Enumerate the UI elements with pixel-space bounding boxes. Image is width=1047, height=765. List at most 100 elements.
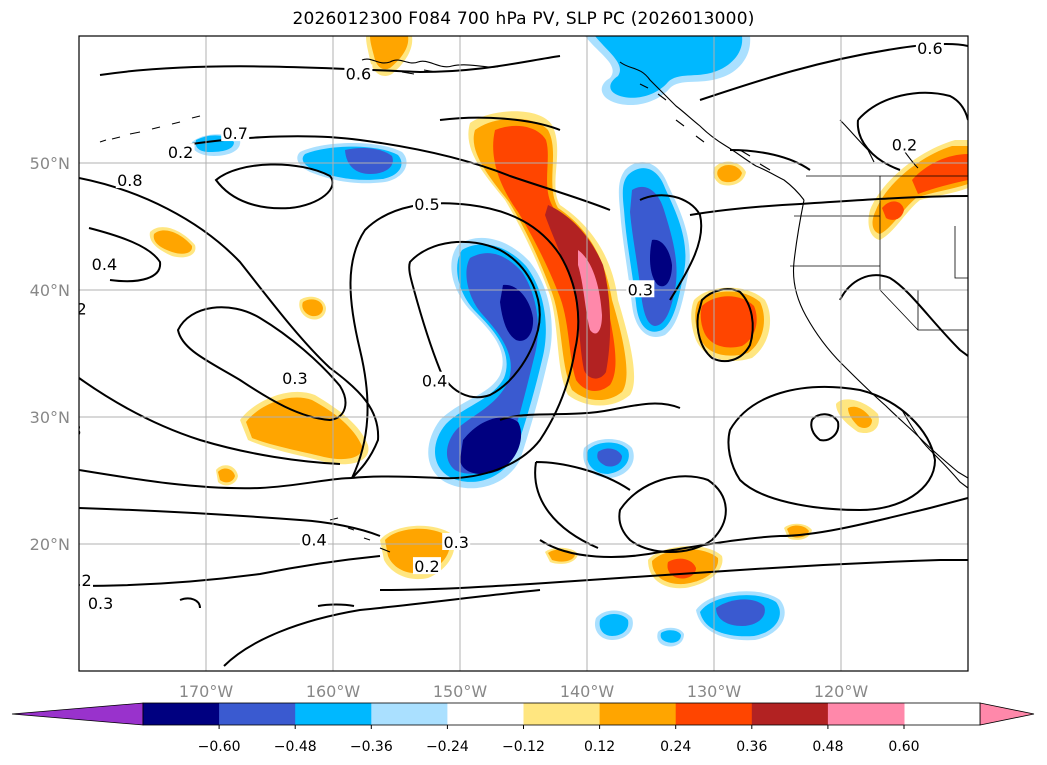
colorbar-swatch: [447, 703, 524, 725]
contour-trough-lines: [349, 202, 580, 480]
latitude-ticks: 20°N 30°N 40°N 50°N: [30, 154, 70, 554]
colorbar-swatch: [675, 703, 753, 725]
contour-label: 0.2: [66, 571, 91, 590]
pv-negative-region: [650, 239, 672, 287]
contour-0.4-a: [79, 177, 380, 479]
colorbar-swatch: [523, 703, 601, 725]
contour-0.2-top: [729, 149, 811, 171]
contour-nw: [856, 91, 968, 171]
colorbar-swatch: [295, 703, 372, 725]
contour-inner-trough: [408, 240, 541, 399]
contour-label: 0.4: [422, 372, 447, 391]
colorbar-tick-label: −0.48: [274, 739, 317, 755]
colorbar-outline: [142, 702, 981, 726]
map-frame: [78, 35, 969, 672]
pv-negative-region: [716, 599, 765, 626]
pv-positive-region: [545, 205, 611, 379]
lat-tick-label: 40°N: [30, 281, 70, 300]
contour-0.7: [167, 135, 611, 211]
contour-coast-low: [839, 274, 968, 357]
pv-negative-region: [599, 614, 629, 636]
colorbar-tick-label: 0.60: [888, 739, 919, 755]
colorbar-over-arrow: [979, 702, 1035, 726]
coastlines: [99, 58, 968, 553]
colorbar-swatch: [599, 703, 677, 725]
map-title: 2026012300 F084 700 hPa PV, SLP PC (2026…: [292, 9, 755, 29]
contour-label-bg: [166, 143, 195, 161]
colorbar-tick-label: 0.24: [660, 739, 691, 755]
contour-label-bg: [412, 557, 441, 575]
colorbar-tick-label: −0.24: [426, 739, 469, 755]
contour-0.5: [439, 116, 968, 216]
contour-label-bg: [86, 593, 115, 611]
pv-negative-region: [595, 36, 743, 98]
contour-label: 0.3: [443, 533, 468, 552]
colorbar-swatch: [827, 703, 905, 725]
colorbar-tick-label: 0.48: [812, 739, 843, 755]
pv-negative-region: [500, 284, 534, 341]
contour-0.4-b: [499, 402, 681, 421]
pv-positive-region: [370, 36, 409, 70]
contour-0.2-west: [88, 227, 162, 283]
contour-0.3-a: [79, 377, 341, 465]
contour-loop-bottom: [223, 589, 541, 667]
contour-label-bg: [626, 280, 655, 298]
contour-label: 0.2: [168, 143, 193, 162]
pv-negative-region: [460, 417, 522, 475]
contour-label-bg: [280, 369, 309, 387]
pv-positive-region: [153, 230, 193, 254]
contour-mid-0.4: [534, 461, 631, 549]
contour-0.2-a: [176, 306, 347, 422]
pv-positive-region: [700, 296, 757, 348]
pv-positive-region: [912, 154, 968, 194]
colorbar-tick-label: −0.36: [350, 739, 393, 755]
contour-label: 0.6: [917, 39, 942, 58]
contour-label: 0.2: [61, 299, 86, 318]
lon-tick-label: 120°W: [814, 682, 869, 701]
alaska-panhandle-coast: [619, 61, 805, 201]
pv-negative-region: [660, 630, 681, 643]
bc-islands: [639, 83, 771, 171]
contour-label: 0.3: [88, 594, 113, 613]
nv-line: [879, 268, 968, 331]
aleutian-islands: [99, 115, 201, 143]
us-west-coast: [792, 199, 968, 479]
contour-label: 0.5: [414, 195, 439, 214]
contour-label-bg: [90, 254, 119, 272]
contour-label-bg: [890, 135, 919, 153]
slp-contours: [79, 43, 968, 667]
contour-gulf: [639, 194, 703, 301]
contour-label: 0.6: [346, 64, 371, 83]
hawaii-islands: [329, 517, 391, 553]
contour-label: 0.8: [117, 171, 142, 190]
lat-tick-label: 20°N: [30, 535, 70, 554]
colorbar-under-arrow: [11, 702, 144, 726]
contour-0.3-d: [317, 603, 355, 607]
pv-negative-region: [597, 448, 622, 467]
contour-0.3-ring: [696, 288, 754, 363]
contour-0.4-low: [618, 475, 727, 553]
lon-tick-label: 150°W: [433, 682, 488, 701]
pv-positive-region: [717, 164, 742, 183]
colorbar-tick-label: −0.12: [502, 739, 545, 755]
colorbar-swatch: [371, 703, 448, 725]
lon-tick-label: 170°W: [179, 682, 234, 701]
colorbar-swatch: [751, 703, 829, 725]
longitude-ticks: 170°W 160°W 150°W 140°W 130°W 120°W: [179, 682, 869, 701]
pv-positive-region: [882, 201, 904, 220]
contour-label-bg: [79, 299, 88, 317]
colorbar-swatch: [143, 703, 220, 725]
contour-label-bg: [299, 530, 328, 548]
grid-lines: [79, 36, 968, 671]
contour-label-bg: [442, 533, 471, 550]
contour-label-bg: [79, 571, 93, 589]
pv-positive-region: [578, 250, 602, 334]
contour-0.3-east: [727, 386, 937, 512]
contour-label: 0.3: [628, 280, 653, 299]
colorbar-tick-label: 0.36: [736, 739, 767, 755]
contour-loop-circle: [179, 597, 201, 609]
contour-label-bg: [915, 38, 944, 56]
lon-tick-label: 160°W: [306, 682, 361, 701]
contour-0.8: [214, 163, 334, 210]
